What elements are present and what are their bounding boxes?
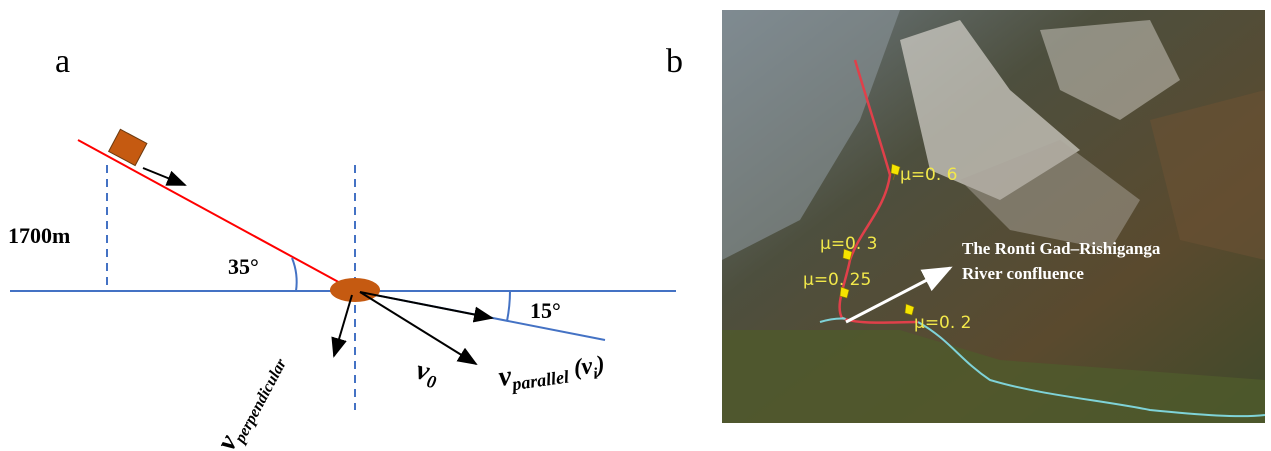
friction-label: μ=0. 3 xyxy=(820,234,878,254)
subscript: parallel xyxy=(509,366,570,394)
figure: a 1700m 35° 15° v0 vparallel(vi) vperpen… xyxy=(0,0,1271,451)
friction-label: μ=0. 2 xyxy=(914,313,972,333)
subscript: perpendicular xyxy=(231,355,291,447)
annotation-text: River confluence xyxy=(962,264,1084,283)
panel-b: b μ=0. 6 μ=0. 3 μ=0. 25 μ=0. 2 The Ronti… xyxy=(666,10,1265,423)
friction-label: μ=0. 25 xyxy=(803,270,871,290)
angle-label: 35° xyxy=(228,254,259,279)
friction-label: μ=0. 6 xyxy=(900,165,958,185)
angle-arc xyxy=(292,258,297,291)
annotation-text: The Ronti Gad–Rishiganga xyxy=(962,239,1161,258)
height-label: 1700m xyxy=(8,223,70,248)
v0-label: v0 xyxy=(413,355,441,393)
panel-label: b xyxy=(666,43,683,80)
v-perp-label: vperpendicular xyxy=(211,347,291,451)
mass xyxy=(330,278,380,302)
panel-a: a 1700m 35° 15° v0 vparallel(vi) vperpen… xyxy=(8,43,676,451)
motion-arrow xyxy=(143,168,185,185)
panel-label: a xyxy=(55,43,70,80)
slope-line xyxy=(78,140,355,291)
satellite-image xyxy=(722,10,1265,423)
symbol: (v xyxy=(572,353,594,381)
v-perp-arrow xyxy=(334,295,352,356)
angle-label: 15° xyxy=(530,298,561,323)
v-parallel-label: vparallel(vi) xyxy=(497,347,607,395)
angle-arc xyxy=(507,291,510,321)
